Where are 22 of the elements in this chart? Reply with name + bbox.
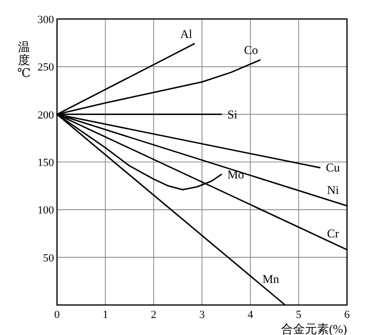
x-tick-label: 2 [150,309,156,321]
series-label: Cr [327,226,340,241]
y-tick-label: 300 [38,14,54,26]
y-tick-label: 200 [38,109,54,122]
y-tick-label: 50 [43,252,54,264]
y-tick-label: 100 [38,204,54,217]
series-label: Cu [326,160,340,175]
x-tick-label: 0 [54,309,60,321]
y-tick-label: 150 [38,157,54,169]
series-label: Ni [327,182,340,197]
y-axis-title: 温度℃ [17,40,31,80]
series-label: Si [227,107,238,122]
series-label: Co [244,42,258,57]
y-tick-label: 250 [38,62,54,74]
x-tick-label: 4 [248,309,254,321]
x-tick-label: 3 [199,309,206,321]
series-label: Mn [262,272,280,286]
x-tick-label: 6 [344,309,350,321]
series-label: Al [180,26,193,41]
x-tick-label: 5 [296,309,302,321]
x-tick-label: 1 [102,309,108,321]
series-label: Mo [227,167,244,182]
